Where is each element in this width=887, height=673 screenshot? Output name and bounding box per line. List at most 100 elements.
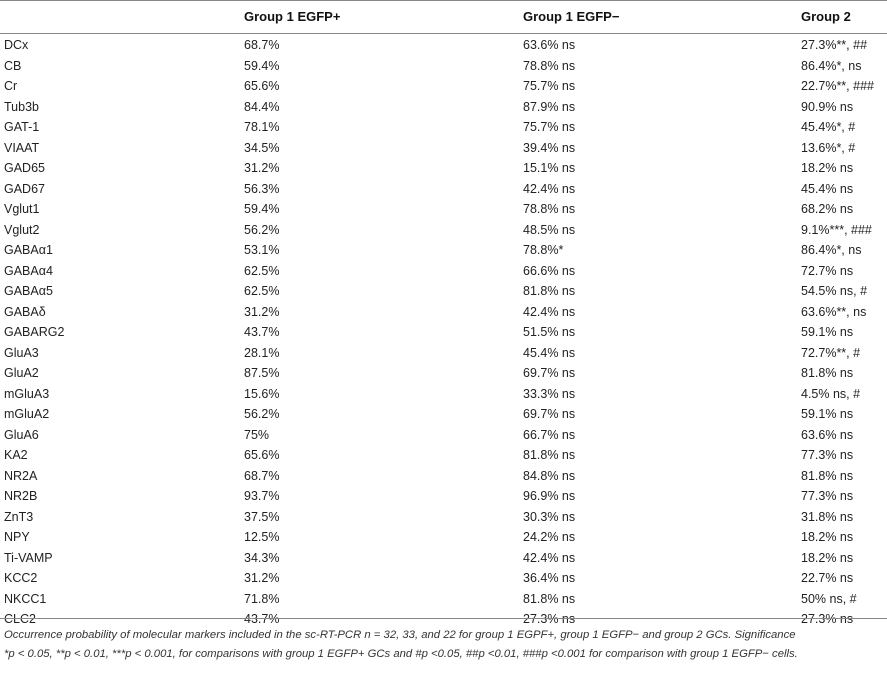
caption-line-2: *p < 0.05, **p < 0.01, ***p < 0.001, for… bbox=[4, 648, 798, 660]
marker-name: Ti-VAMP bbox=[4, 550, 53, 565]
group1-egfp-neg-value: 51.5% ns bbox=[523, 325, 576, 339]
table-row: Vglut1 59.4% 78.8% ns 68.2% ns bbox=[0, 200, 887, 221]
group1-egfp-pos-value: 87.5% bbox=[244, 366, 280, 380]
marker-name: VIAAT bbox=[4, 140, 40, 155]
group1-egfp-neg-value: 75.7% ns bbox=[523, 79, 576, 93]
marker-name: Vglut2 bbox=[4, 222, 40, 237]
marker-name: DCx bbox=[4, 38, 29, 52]
group2-value: 45.4% ns bbox=[801, 181, 854, 196]
group1-egfp-pos-value: 34.3% bbox=[244, 550, 280, 565]
table-row: GABAα1 53.1% 78.8%* 86.4%*, ns bbox=[0, 241, 887, 262]
group2-value: 50% ns, # bbox=[801, 591, 857, 606]
table-row: VIAAT 34.5% 39.4% ns 13.6%*, # bbox=[0, 139, 887, 160]
group2-value: 72.7% ns bbox=[801, 263, 854, 278]
group2-value: 18.2% ns bbox=[801, 550, 854, 565]
group1-egfp-neg-value: 84.8% ns bbox=[523, 468, 576, 483]
group1-egfp-neg-value: 42.4% ns bbox=[523, 550, 576, 565]
header-rule bbox=[0, 33, 887, 34]
group1-egfp-neg-value: 15.1% ns bbox=[523, 161, 576, 175]
group1-egfp-neg-value: 33.3% ns bbox=[523, 386, 576, 401]
group1-egfp-neg-value: 75.7% ns bbox=[523, 120, 576, 134]
marker-name: CB bbox=[4, 58, 22, 73]
group2-value: 68.2% ns bbox=[801, 202, 854, 216]
group2-value: 81.8% ns bbox=[801, 366, 854, 380]
group2-value: 59.1% ns bbox=[801, 325, 854, 339]
marker-name: NR2B bbox=[4, 489, 38, 503]
group1-egfp-pos-value: 56.2% bbox=[244, 407, 280, 421]
group1-egfp-neg-value: 81.8% ns bbox=[523, 448, 576, 462]
group1-egfp-neg-value: 48.5% ns bbox=[523, 222, 576, 237]
group2-value: 22.7% ns bbox=[801, 571, 854, 585]
marker-name: KA2 bbox=[4, 448, 28, 462]
table-row: KA2 65.6% 81.8% ns 77.3% ns bbox=[0, 446, 887, 467]
table-row: GABAδ 31.2% 42.4% ns 63.6%**, ns bbox=[0, 303, 887, 324]
marker-name: GluA6 bbox=[4, 427, 39, 442]
table-row: CB 59.4% 78.8% ns 86.4%*, ns bbox=[0, 57, 887, 78]
table-row: GluA6 75% 66.7% ns 63.6% ns bbox=[0, 426, 887, 447]
group1-egfp-pos-value: 65.6% bbox=[244, 79, 280, 93]
group2-value: 86.4%*, ns bbox=[801, 58, 862, 73]
group1-egfp-pos-value: 31.2% bbox=[244, 571, 280, 585]
table-row: GAD65 31.2% 15.1% ns 18.2% ns bbox=[0, 159, 887, 180]
group1-egfp-pos-value: 68.7% bbox=[244, 38, 280, 52]
group1-egfp-neg-value: 69.7% ns bbox=[523, 407, 576, 421]
group1-egfp-pos-value: 15.6% bbox=[244, 386, 280, 401]
group1-egfp-pos-value: 31.2% bbox=[244, 304, 280, 319]
group2-value: 27.3% ns bbox=[801, 612, 854, 626]
group1-egfp-pos-value: 56.3% bbox=[244, 181, 280, 196]
table-row: CLC2 43.7% 27.3% ns 27.3% ns bbox=[0, 610, 887, 631]
group2-value: 9.1%***, ### bbox=[801, 222, 872, 237]
marker-name: GluA3 bbox=[4, 345, 39, 360]
group1-egfp-pos-value: 62.5% bbox=[244, 263, 280, 278]
group1-egfp-pos-value: 75% bbox=[244, 427, 270, 442]
table-row: mGluA2 56.2% 69.7% ns 59.1% ns bbox=[0, 405, 887, 426]
table-row: GluA3 28.1% 45.4% ns 72.7%**, # bbox=[0, 344, 887, 365]
marker-name: GABAα4 bbox=[4, 263, 53, 278]
header-group1-egfp-neg: Group 1 EGFP− bbox=[523, 9, 620, 24]
group1-egfp-neg-value: 81.8% ns bbox=[523, 284, 576, 298]
marker-name: GABAδ bbox=[4, 304, 46, 319]
group2-value: 54.5% ns, # bbox=[801, 284, 868, 298]
marker-name: GAD65 bbox=[4, 161, 45, 175]
group2-value: 31.8% ns bbox=[801, 509, 854, 524]
group2-value: 63.6% ns bbox=[801, 427, 854, 442]
table-row: GAD67 56.3% 42.4% ns 45.4% ns bbox=[0, 180, 887, 201]
table-row: GluA2 87.5% 69.7% ns 81.8% ns bbox=[0, 364, 887, 385]
group1-egfp-neg-value: 96.9% ns bbox=[523, 489, 576, 503]
marker-name: GluA2 bbox=[4, 366, 39, 380]
table-row: DCx 68.7% 63.6% ns 27.3%**, ## bbox=[0, 36, 887, 57]
group1-egfp-neg-value: 24.2% ns bbox=[523, 530, 576, 544]
group2-value: 27.3%**, ## bbox=[801, 38, 868, 52]
marker-name: NKCC1 bbox=[4, 591, 47, 606]
table-row: GABARG2 43.7% 51.5% ns 59.1% ns bbox=[0, 323, 887, 344]
marker-name: Vglut1 bbox=[4, 202, 40, 216]
marker-name: NR2A bbox=[4, 468, 38, 483]
marker-name: GAT-1 bbox=[4, 120, 40, 134]
table-row: mGluA3 15.6% 33.3% ns 4.5% ns, # bbox=[0, 385, 887, 406]
group1-egfp-neg-value: 66.6% ns bbox=[523, 263, 576, 278]
group2-value: 63.6%**, ns bbox=[801, 304, 867, 319]
group2-value: 81.8% ns bbox=[801, 468, 854, 483]
group2-value: 13.6%*, # bbox=[801, 140, 856, 155]
bottom-rule bbox=[0, 618, 887, 619]
group1-egfp-neg-value: 81.8% ns bbox=[523, 591, 576, 606]
header-group1-egfp-pos: Group 1 EGFP+ bbox=[244, 9, 341, 24]
group1-egfp-pos-value: 71.8% bbox=[244, 591, 280, 606]
table-row: Vglut2 56.2% 48.5% ns 9.1%***, ### bbox=[0, 221, 887, 242]
table-row: NKCC1 71.8% 81.8% ns 50% ns, # bbox=[0, 590, 887, 611]
table-header: Group 1 EGFP+ Group 1 EGFP− Group 2 bbox=[0, 0, 887, 34]
marker-name: NPY bbox=[4, 530, 30, 544]
table-row: Cr 65.6% 75.7% ns 22.7%**, ### bbox=[0, 77, 887, 98]
group1-egfp-neg-value: 66.7% ns bbox=[523, 427, 576, 442]
marker-name: Tub3b bbox=[4, 99, 39, 114]
group1-egfp-neg-value: 27.3% ns bbox=[523, 612, 576, 626]
table-row: GABAα5 62.5% 81.8% ns 54.5% ns, # bbox=[0, 282, 887, 303]
group1-egfp-pos-value: 53.1% bbox=[244, 243, 280, 257]
group1-egfp-pos-value: 78.1% bbox=[244, 120, 280, 134]
group1-egfp-neg-value: 78.8%* bbox=[523, 243, 564, 257]
marker-name: Cr bbox=[4, 79, 18, 93]
group1-egfp-neg-value: 78.8% ns bbox=[523, 202, 576, 216]
marker-name: mGluA3 bbox=[4, 386, 50, 401]
group1-egfp-neg-value: 87.9% ns bbox=[523, 99, 576, 114]
table-row: NR2B 93.7% 96.9% ns 77.3% ns bbox=[0, 487, 887, 508]
